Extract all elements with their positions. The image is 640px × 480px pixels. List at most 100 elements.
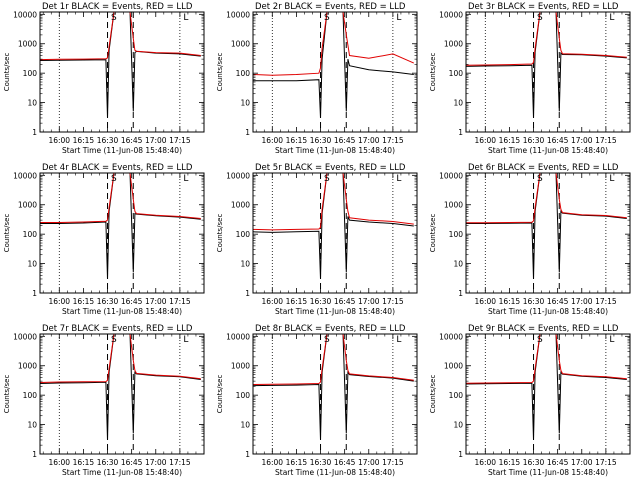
annotation-label: S (537, 13, 543, 23)
x-tick-label: 17:00 (358, 458, 380, 467)
y-tick-label: 1000 (231, 201, 250, 210)
x-tick-label: 17:15 (169, 297, 191, 306)
y-axis-label: Counts/sec (429, 53, 437, 92)
annotation-label: L (396, 13, 401, 23)
annotation-label: L (609, 335, 614, 345)
x-tick-label: 17:00 (358, 136, 380, 145)
y-tick-label: 10 (27, 99, 37, 108)
y-tick-label: 1 (245, 450, 250, 459)
x-tick-label: 17:00 (145, 458, 167, 467)
x-tick-label: 16:45 (547, 297, 569, 306)
x-tick-label: 16:45 (121, 297, 143, 306)
y-axis-label: Counts/sec (216, 214, 224, 253)
x-tick-label: 17:00 (571, 458, 593, 467)
series-line-events (40, 334, 201, 441)
y-tick-label: 10000 (13, 171, 37, 180)
series-line-events (253, 12, 414, 119)
x-tick-label: 16:15 (73, 297, 95, 306)
y-tick-label: 10000 (13, 10, 37, 19)
x-tick-label: 17:15 (595, 136, 617, 145)
x-tick-label: 16:15 (73, 136, 95, 145)
x-tick-label: 16:45 (547, 136, 569, 145)
y-tick-label: 100 (23, 69, 38, 78)
annotation-label: L (183, 174, 188, 184)
y-tick-label: 100 (23, 230, 38, 239)
x-tick-label: 17:15 (595, 458, 617, 467)
plot-frame (39, 11, 205, 133)
y-tick-label: 10 (240, 260, 250, 269)
y-tick-label: 1000 (18, 40, 37, 49)
panel-title: Det 9r BLACK = Events, RED = LLD (468, 324, 619, 334)
panel-title: Det 3r BLACK = Events, RED = LLD (468, 2, 619, 12)
y-tick-label: 100 (23, 391, 38, 400)
y-tick-label: 100 (449, 230, 464, 239)
y-tick-label: 10000 (439, 332, 463, 341)
annotation-label: L (396, 174, 401, 184)
x-tick-label: 16:15 (499, 136, 521, 145)
x-axis-label: Start Time (11-Jun-08 15:48:40) (488, 146, 608, 155)
y-tick-label: 10000 (439, 10, 463, 19)
series-line-lld (466, 12, 627, 66)
x-tick-label: 17:15 (382, 458, 404, 467)
y-axis-label: Counts/sec (429, 375, 437, 414)
plot-frame (252, 11, 418, 133)
annotation-label: L (183, 335, 188, 345)
y-tick-label: 100 (236, 69, 251, 78)
annotation-label: S (537, 335, 543, 345)
y-tick-label: 1 (458, 128, 463, 137)
x-tick-label: 16:00 (474, 297, 496, 306)
y-tick-label: 1 (32, 450, 37, 459)
x-tick-label: 16:00 (48, 136, 70, 145)
series-line-events (40, 173, 201, 280)
x-tick-label: 16:00 (474, 458, 496, 467)
y-axis-label: Counts/sec (3, 214, 11, 253)
series-line-lld (253, 173, 414, 231)
x-tick-label: 17:00 (571, 136, 593, 145)
panel-title: Det 8r BLACK = Events, RED = LLD (255, 324, 406, 334)
y-tick-label: 100 (449, 69, 464, 78)
y-tick-label: 1000 (231, 40, 250, 49)
panel-title: Det 7r BLACK = Events, RED = LLD (42, 324, 193, 334)
x-tick-label: 16:30 (310, 458, 332, 467)
x-tick-label: 17:15 (595, 297, 617, 306)
x-tick-label: 17:15 (382, 297, 404, 306)
y-tick-label: 10000 (226, 332, 250, 341)
x-tick-label: 16:45 (334, 136, 356, 145)
x-tick-label: 16:00 (261, 458, 283, 467)
y-axis-label: Counts/sec (3, 53, 11, 92)
annotation-label: S (111, 13, 117, 23)
annotation-label: S (324, 13, 330, 23)
annotation-label: S (324, 174, 330, 184)
x-tick-label: 16:00 (48, 297, 70, 306)
annotation-label: L (183, 13, 188, 23)
x-tick-label: 16:30 (310, 297, 332, 306)
panel-title: Det 2r BLACK = Events, RED = LLD (255, 2, 406, 12)
x-tick-label: 17:00 (358, 297, 380, 306)
y-tick-label: 10 (27, 260, 37, 269)
y-tick-label: 1000 (18, 362, 37, 371)
series-line-lld (466, 334, 627, 384)
x-tick-label: 17:00 (571, 297, 593, 306)
series-line-lld (40, 334, 201, 383)
y-tick-label: 1000 (231, 362, 250, 371)
x-tick-label: 16:00 (261, 136, 283, 145)
plot-frame (39, 333, 205, 455)
x-tick-label: 16:00 (48, 458, 70, 467)
series-line-lld (40, 12, 201, 61)
y-tick-label: 10 (27, 421, 37, 430)
y-tick-label: 10000 (226, 171, 250, 180)
x-tick-label: 16:45 (121, 136, 143, 145)
annotation-label: L (609, 174, 614, 184)
x-tick-label: 16:30 (310, 136, 332, 145)
x-tick-label: 16:30 (523, 458, 545, 467)
y-tick-label: 1 (245, 128, 250, 137)
y-tick-label: 10 (240, 421, 250, 430)
x-tick-label: 17:00 (145, 297, 167, 306)
x-tick-label: 16:15 (286, 297, 308, 306)
x-tick-label: 16:45 (121, 458, 143, 467)
